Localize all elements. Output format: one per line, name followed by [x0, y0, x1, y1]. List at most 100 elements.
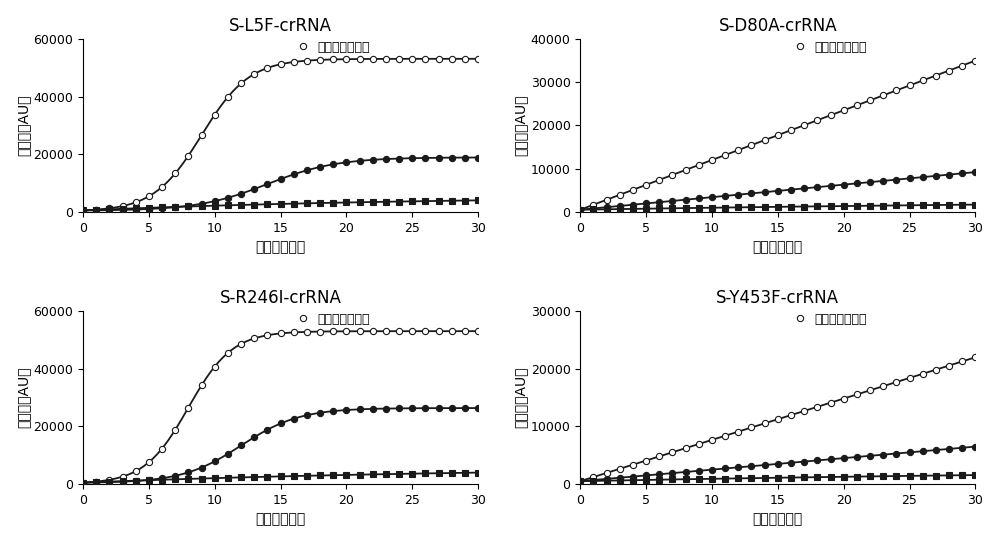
野生型新冠质粒: [785, 186, 797, 193]
野生型新冠质粒: [772, 188, 784, 194]
突变型新冠质粒: [275, 61, 287, 67]
突变型新冠质粒: [719, 152, 731, 159]
Line: 野生型新冠质粒: 野生型新冠质粒: [80, 405, 481, 486]
野生型新冠质粒: [614, 475, 626, 481]
野生型新冠质粒: [419, 155, 431, 161]
突变型新冠质粒: [825, 112, 837, 118]
突变型新冠质粒: [156, 184, 168, 190]
空白对照: [90, 479, 102, 485]
空白对照: [222, 202, 234, 209]
野生型新冠质粒: [235, 442, 247, 449]
突变型新冠质粒: [759, 420, 771, 427]
野生型新冠质粒: [182, 469, 194, 476]
野生型新冠质粒: [719, 193, 731, 199]
突变型新冠质粒: [196, 382, 208, 389]
空白对照: [693, 205, 705, 211]
突变型新冠质粒: [904, 82, 916, 89]
野生型新冠质粒: [745, 190, 757, 197]
野生型新冠质粒: [838, 455, 850, 462]
突变型新冠质粒: [406, 55, 418, 62]
野生型新冠质粒: [196, 464, 208, 471]
空白对照: [380, 199, 392, 205]
野生型新冠质粒: [248, 434, 260, 440]
野生型新冠质粒: [956, 445, 968, 451]
空白对照: [693, 476, 705, 482]
空白对照: [419, 470, 431, 477]
突变型新冠质粒: [182, 153, 194, 159]
野生型新冠质粒: [393, 155, 405, 162]
空白对照: [103, 206, 115, 212]
野生型新冠质粒: [367, 406, 379, 412]
Y-axis label: 荧光値（AU）: 荧光値（AU）: [17, 94, 31, 156]
野生型新冠质粒: [182, 203, 194, 209]
野生型新冠质粒: [666, 198, 678, 204]
野生型新冠质粒: [864, 452, 876, 459]
空白对照: [143, 205, 155, 211]
野生型新冠质粒: [759, 462, 771, 468]
野生型新冠质粒: [745, 463, 757, 470]
Line: 空白对照: 空白对照: [577, 202, 978, 212]
野生型新冠质粒: [130, 478, 142, 484]
空白对照: [969, 472, 981, 478]
野生型新冠质粒: [446, 405, 458, 412]
突变型新冠质粒: [156, 445, 168, 452]
空白对照: [904, 472, 916, 479]
突变型新冠质粒: [301, 329, 313, 335]
野生型新冠质粒: [851, 454, 863, 460]
野生型新冠质粒: [785, 459, 797, 466]
空白对照: [235, 474, 247, 481]
野生型新冠质粒: [930, 173, 942, 179]
野生型新冠质粒: [798, 458, 810, 465]
突变型新冠质粒: [838, 395, 850, 402]
Title: S-Y453F-crRNA: S-Y453F-crRNA: [716, 289, 839, 307]
突变型新冠质粒: [340, 56, 352, 62]
野生型新冠质粒: [601, 204, 613, 211]
突变型新冠质粒: [288, 329, 300, 336]
野生型新冠质粒: [811, 457, 823, 464]
野生型新冠质粒: [706, 466, 718, 473]
突变型新冠质粒: [261, 65, 273, 71]
空白对照: [838, 203, 850, 209]
突变型新冠质粒: [235, 340, 247, 347]
空白对照: [811, 203, 823, 210]
野生型新冠质粒: [222, 194, 234, 201]
野生型新冠质粒: [627, 201, 639, 208]
空白对照: [838, 473, 850, 480]
突变型新冠质粒: [261, 332, 273, 338]
空白对照: [706, 476, 718, 482]
野生型新冠质粒: [838, 181, 850, 188]
空白对照: [732, 475, 744, 482]
空白对照: [574, 206, 586, 213]
突变型新冠质粒: [301, 58, 313, 64]
突变型新冠质粒: [917, 77, 929, 84]
突变型新冠质粒: [614, 192, 626, 198]
突变型新冠质粒: [785, 412, 797, 418]
野生型新冠质粒: [354, 406, 366, 413]
空白对照: [433, 198, 445, 204]
野生型新冠质粒: [904, 175, 916, 181]
空白对照: [209, 475, 221, 482]
空白对照: [77, 479, 89, 486]
突变型新冠质粒: [314, 56, 326, 63]
空白对照: [851, 473, 863, 480]
野生型新冠质粒: [943, 172, 955, 178]
空白对照: [261, 473, 273, 480]
突变型新冠质粒: [811, 117, 823, 123]
空白对照: [367, 471, 379, 478]
突变型新冠质粒: [864, 387, 876, 394]
空白对照: [706, 205, 718, 211]
空白对照: [472, 197, 484, 204]
突变型新冠质粒: [459, 328, 471, 334]
野生型新冠质粒: [90, 207, 102, 213]
野生型新冠质粒: [288, 171, 300, 178]
空白对照: [601, 206, 613, 212]
野生型新冠质粒: [169, 204, 181, 211]
野生型新冠质粒: [601, 476, 613, 482]
空白对照: [248, 201, 260, 208]
Title: S-L5F-crRNA: S-L5F-crRNA: [229, 17, 332, 35]
Legend: 突变型新冠质粒: 突变型新冠质粒: [289, 35, 375, 59]
突变型新冠质粒: [143, 459, 155, 465]
野生型新冠质粒: [798, 185, 810, 192]
突变型新冠质粒: [943, 362, 955, 369]
野生型新冠质粒: [825, 182, 837, 189]
